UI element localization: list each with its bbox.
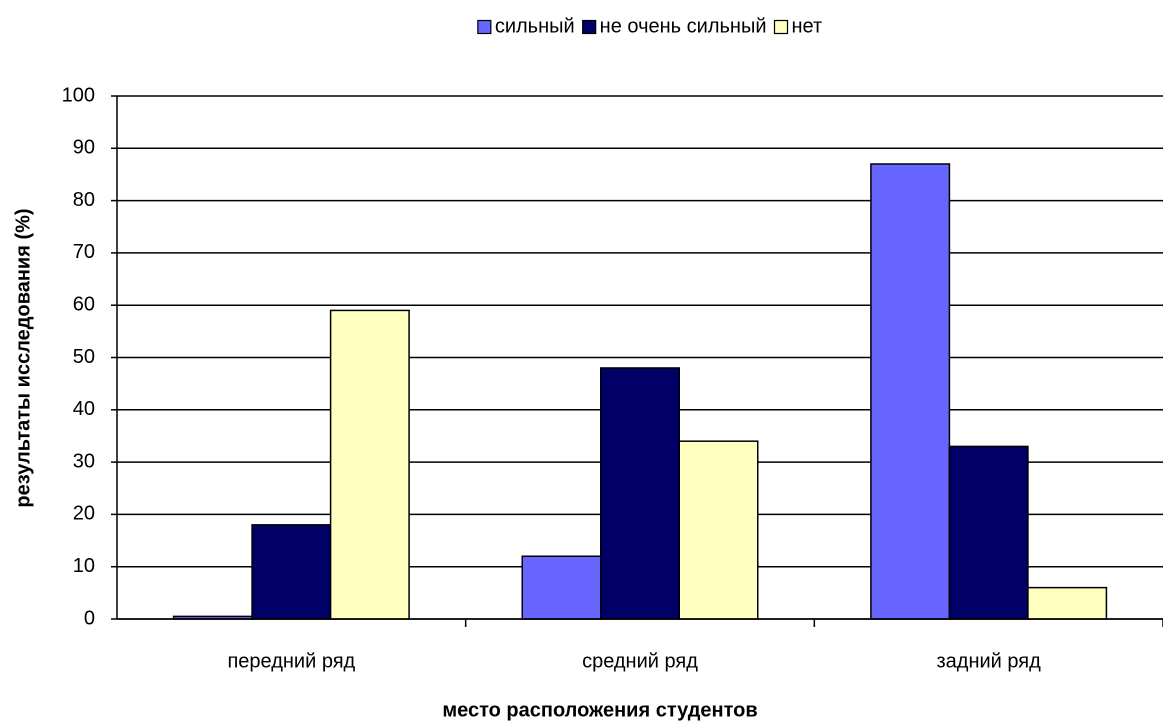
- legend-swatch: [477, 19, 492, 35]
- bar: [521, 555, 602, 620]
- bar: [678, 440, 759, 620]
- y-tick-label: 60: [73, 293, 95, 315]
- legend-label: сильный: [495, 15, 575, 37]
- y-tick-label: 20: [73, 503, 95, 525]
- y-tick-label: 70: [73, 241, 95, 263]
- bar: [251, 524, 332, 620]
- bar: [600, 367, 680, 620]
- y-tick-label: 40: [73, 398, 95, 420]
- legend-label: не очень сильный: [600, 15, 767, 37]
- y-tick-label: 80: [73, 189, 95, 211]
- x-tick-label: задний ряд: [937, 650, 1042, 672]
- legend-label: нет: [792, 15, 823, 37]
- x-axis-label: место расположения студентов: [442, 699, 757, 721]
- y-tick-label: 50: [73, 346, 95, 368]
- y-axis-label: результаты исследования (%): [12, 208, 34, 507]
- y-tick-label: 100: [62, 84, 95, 106]
- y-tick-label: 0: [84, 607, 95, 629]
- x-tick-label: средний ряд: [582, 650, 698, 672]
- legend-swatch: [582, 19, 597, 35]
- x-tick-label: передний ряд: [227, 650, 355, 672]
- legend-swatch: [773, 19, 789, 35]
- bar: [1027, 586, 1108, 620]
- y-tick-label: 30: [73, 450, 95, 472]
- bar: [329, 309, 410, 620]
- y-tick-label: 10: [73, 555, 95, 577]
- y-tick-label: 90: [73, 137, 95, 159]
- bar: [870, 163, 951, 620]
- bar: [948, 445, 1029, 620]
